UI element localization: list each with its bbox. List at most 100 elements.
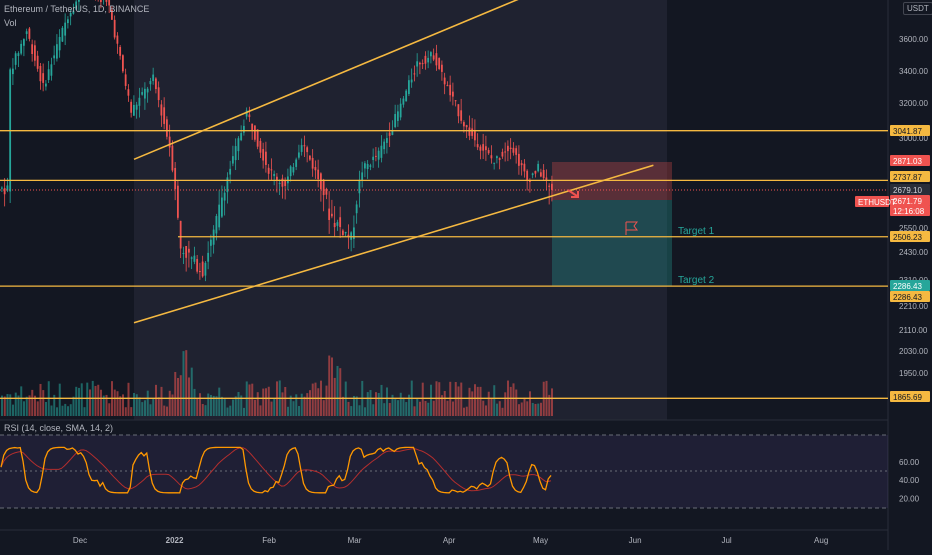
candle-body	[441, 64, 443, 72]
time-tick-label: Mar	[348, 536, 362, 545]
volume-bar	[518, 404, 520, 416]
candle-body	[298, 152, 300, 158]
price-tag-label: 12:16:08	[893, 207, 925, 216]
candle-body	[452, 91, 454, 97]
price-tick-label: 2030.00	[899, 347, 928, 356]
candle-body	[36, 55, 39, 69]
candle-body	[281, 178, 284, 187]
candle-body	[394, 114, 397, 128]
volume-bar	[234, 396, 237, 416]
volume-bar	[512, 383, 515, 416]
price-tag-label: 1865.69	[893, 393, 922, 402]
candle-body	[267, 167, 270, 174]
price-tags: 3041.87 2871.03 2737.87 2679.10 2671.7912:16…	[855, 125, 930, 402]
time-tick-label: Jul	[721, 536, 731, 545]
candle-body	[515, 148, 518, 155]
candle-body	[292, 167, 295, 173]
rsi-title[interactable]: RSI (14, close, SMA, 14, 2)	[4, 423, 114, 433]
candle-body	[520, 163, 523, 166]
volume-bar	[122, 394, 124, 416]
time-axis[interactable]: Dec 2022 Feb Mar Apr May Jun Jul Aug	[73, 536, 828, 545]
price-tick-label: 2550.00	[899, 224, 928, 233]
candle-body	[243, 125, 245, 133]
candle-body	[78, 0, 80, 2]
volume-bar	[460, 382, 463, 416]
candle-body	[210, 239, 212, 246]
volume-bar	[119, 396, 122, 416]
volume-bar	[116, 391, 119, 416]
candle-body	[157, 87, 160, 101]
volume-bar	[303, 396, 306, 416]
candle-body	[67, 19, 69, 24]
candle-body	[331, 213, 333, 217]
candle-body	[113, 19, 116, 38]
candle-body	[410, 79, 413, 83]
volume-bar	[155, 384, 157, 416]
rsi-tick-label: 20.00	[899, 494, 920, 503]
candle-body	[226, 177, 229, 193]
candle-body	[256, 129, 259, 147]
candle-body	[460, 110, 463, 121]
candle-body	[361, 172, 364, 181]
candle-body	[14, 53, 17, 65]
volume-bar	[20, 386, 23, 416]
volume-bar	[446, 400, 449, 416]
rsi-tick-label: 40.00	[899, 476, 920, 485]
volume-bar	[386, 387, 388, 416]
candle-body	[53, 55, 56, 59]
volume-bar	[127, 382, 130, 416]
candle-body	[58, 37, 61, 51]
candle-body	[168, 136, 171, 148]
candle-body	[34, 45, 36, 61]
candle-body	[28, 28, 31, 39]
price-tick-label: 2210.00	[899, 302, 928, 311]
candle-body	[182, 252, 185, 254]
candle-body	[388, 132, 391, 136]
candle-body	[545, 177, 548, 181]
volume-bar	[424, 401, 427, 416]
price-tag-label: 2286.43	[893, 293, 922, 302]
rsi-axis: 60.00 40.00 20.00	[899, 458, 920, 503]
candle-body	[25, 31, 28, 34]
volume-bar	[490, 397, 493, 416]
candle-body	[215, 216, 218, 234]
volume-bar	[265, 388, 267, 416]
price-tick-label: 2110.00	[899, 326, 928, 335]
candle-body	[50, 64, 53, 76]
channel-lower	[133, 164, 654, 324]
price-tick-label: 2430.00	[899, 248, 928, 257]
volume-bar	[501, 407, 504, 416]
volume-bar	[256, 392, 259, 416]
ticker-tag-bg	[855, 196, 889, 207]
target-zone[interactable]	[552, 200, 672, 286]
candle-body	[317, 169, 320, 180]
volume-bar	[171, 394, 174, 416]
candle-body	[314, 167, 317, 171]
time-tick-label: Feb	[262, 536, 276, 545]
flag-icon[interactable]	[625, 221, 638, 235]
symbol-title[interactable]: Ethereum / TetherUS, 1D, BINANCE	[4, 4, 150, 14]
price-tag-bg	[890, 231, 930, 242]
candle-body	[204, 262, 207, 276]
level-lines[interactable]	[0, 130, 888, 399]
volume-bar	[295, 394, 298, 416]
candle-body	[177, 185, 179, 218]
candle-body	[56, 44, 58, 59]
candle-body	[424, 55, 427, 64]
volume-bar	[232, 399, 234, 416]
candle-body	[174, 167, 177, 190]
volume-bar	[243, 407, 245, 416]
volume-bar	[540, 402, 542, 416]
currency-button[interactable]: USDT	[903, 2, 932, 15]
time-tick-label: Apr	[443, 536, 456, 545]
volume-bar	[237, 391, 240, 416]
candle-body	[6, 185, 9, 191]
candle-body	[265, 151, 267, 165]
candle-body	[100, 0, 102, 3]
volume-bar	[89, 389, 91, 416]
rsi-lines	[0, 446, 552, 494]
channel-lines[interactable]	[133, 0, 654, 324]
volume-bar	[509, 386, 512, 416]
candle-body	[383, 141, 386, 150]
